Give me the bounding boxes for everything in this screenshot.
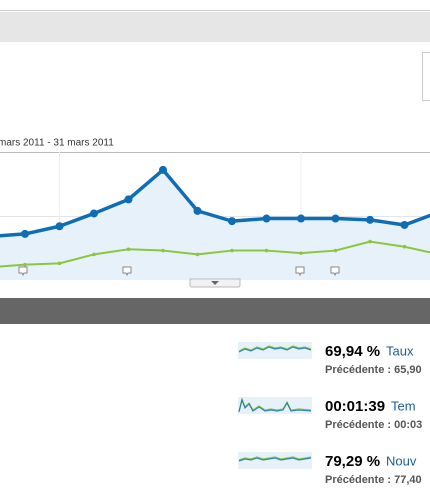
sparkline [238,345,312,352]
annotation-flag[interactable] [295,266,305,277]
metric-previous: Précédente : 77,40 [325,474,422,486]
metrics: 69,94 % Taux Précédente : 65,90 00:01:39 Tem… [238,342,422,486]
metric-label[interactable]: Taux [386,343,414,358]
point [126,247,131,252]
metric-value: 79,29 % [325,453,380,470]
side-box [422,52,430,101]
point [161,248,165,253]
point [402,244,407,249]
point [262,214,271,223]
point [297,214,305,223]
point [331,214,340,223]
annotation-flag[interactable] [330,266,340,277]
sparkline [238,346,312,353]
expand-arrow[interactable] [211,281,219,285]
point [333,248,338,253]
point [366,215,374,224]
metric-label[interactable]: Tem [391,398,416,413]
point [23,262,27,267]
point [230,248,234,253]
point [193,206,202,215]
point [21,229,29,238]
point [195,252,200,257]
sparkline-bg [238,397,312,414]
sparkline [238,457,312,462]
sparkline [238,456,312,461]
point [90,209,98,218]
section-bar [0,298,430,324]
point [299,251,303,255]
line [0,240,430,268]
metric-value: 69,94 % [325,343,380,360]
point [159,165,167,174]
annotation-flag[interactable] [122,266,132,277]
point [57,261,62,266]
metric-label[interactable]: Nouv [386,453,417,468]
point [55,222,64,231]
sparkline [238,397,312,413]
header-bar [0,12,430,42]
metric-previous: Précédente : 65,90 [325,364,422,376]
point [368,239,372,244]
metric-previous: Précédente : 00:03 [325,419,422,431]
line [0,168,430,238]
point [92,252,96,257]
point [228,217,236,226]
sparkline-bg [238,452,312,469]
point [124,195,133,204]
date-range: mars 2011 - 31 mars 2011 [0,138,114,149]
point [400,220,409,229]
metric-value: 00:01:39 [325,398,385,415]
point [264,248,269,253]
plot: 11 avr.18 avr. [0,152,430,280]
annotation-flag[interactable] [18,266,28,277]
